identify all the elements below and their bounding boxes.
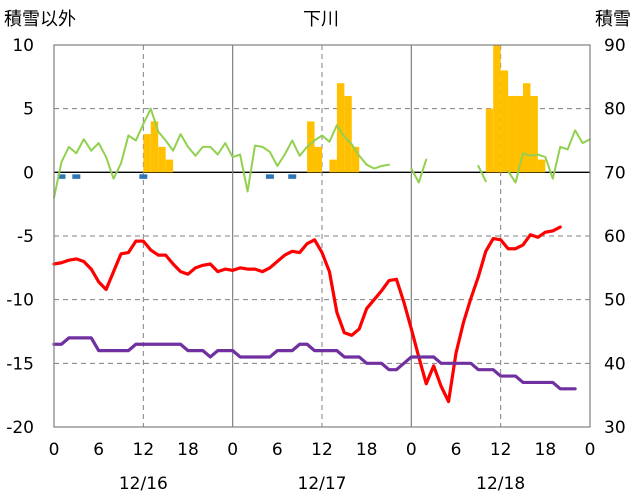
snowfall-bar	[336, 83, 345, 173]
snowfall-bar	[158, 146, 166, 173]
snowfall-bar	[351, 146, 360, 173]
x-tick-label: 0	[585, 440, 596, 460]
right-tick-label: 60	[604, 227, 626, 247]
snowfall-bar	[493, 45, 501, 173]
date-label: 12/18	[476, 474, 525, 494]
left-tick-label: -15	[6, 354, 34, 374]
series-lines	[52, 107, 591, 404]
x-tick-label: 18	[356, 440, 378, 460]
snowfall-bar	[165, 159, 174, 173]
right-tick-label: 40	[604, 354, 626, 374]
precip-marker	[265, 174, 274, 179]
x-tick-label: 6	[451, 440, 462, 460]
snowfall-bar	[508, 95, 516, 173]
snowfall-bars	[143, 45, 546, 173]
precip-marker	[57, 174, 66, 179]
precip-markers	[57, 174, 297, 179]
plot-frame	[53, 44, 591, 428]
left-tick-label: 0	[23, 163, 34, 183]
precip-marker	[72, 174, 81, 179]
x-tick-label: 18	[535, 440, 557, 460]
x-tick-label: 12	[133, 440, 155, 460]
right-axis-title: 積雪	[595, 9, 631, 30]
left-tick-label: -5	[17, 227, 34, 247]
date-label: 12/17	[298, 474, 347, 494]
x-tick-label: 0	[227, 440, 238, 460]
x-tick-label: 12	[490, 440, 512, 460]
x-tick-label: 6	[93, 440, 104, 460]
snowfall-bar	[500, 70, 509, 173]
snow-depth-line	[52, 336, 577, 391]
left-tick-label: 5	[23, 100, 34, 120]
snowfall-bar	[150, 121, 159, 173]
left-axis-title: 積雪以外	[4, 9, 76, 30]
right-tick-label: 30	[604, 418, 626, 438]
x-tick-label: 12	[311, 440, 333, 460]
precip-marker	[139, 174, 148, 179]
snowfall-bar	[143, 134, 151, 173]
left-tick-label: 10	[12, 36, 34, 56]
chart-title: 下川	[303, 9, 339, 30]
snowfall-bar	[523, 83, 531, 173]
left-tick-label: -20	[6, 418, 34, 438]
snowfall-bar	[329, 159, 337, 173]
snowfall-bar	[530, 95, 538, 173]
temperature-line	[52, 225, 562, 404]
right-tick-label: 70	[604, 163, 626, 183]
snowfall-bar	[537, 159, 546, 173]
right-tick-label: 80	[604, 100, 626, 120]
left-tick-label: -10	[6, 291, 34, 311]
snowfall-bar	[307, 121, 315, 173]
wind-speed-line	[53, 107, 591, 199]
date-label: 12/16	[119, 474, 168, 494]
precip-marker	[288, 174, 297, 179]
x-tick-label: 0	[49, 440, 60, 460]
snowfall-bar	[314, 146, 322, 173]
x-tick-label: 18	[177, 440, 199, 460]
x-tick-label: 0	[406, 440, 417, 460]
x-tick-label: 6	[272, 440, 283, 460]
right-tick-label: 90	[604, 36, 626, 56]
snowfall-bar	[344, 95, 352, 173]
snowfall-bar	[485, 108, 494, 173]
right-tick-label: 50	[604, 291, 626, 311]
snowfall-bar	[515, 95, 523, 173]
